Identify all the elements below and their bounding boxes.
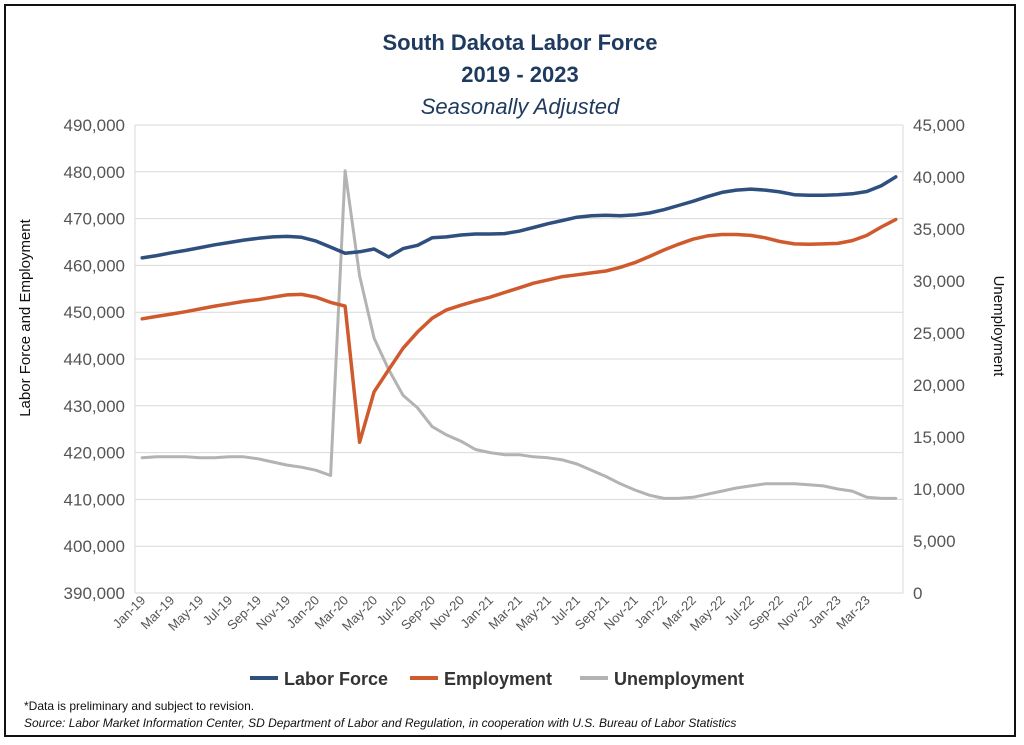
right-tick-label: 5,000 [913,532,956,551]
legend: Labor Force Employment Unemployment [250,669,744,689]
x-axis-ticks: Jan-19Mar-19May-19Jul-19Sep-19Nov-19Jan-… [110,593,873,634]
right-tick-label: 15,000 [913,428,965,447]
right-tick-label: 25,000 [913,324,965,343]
right-tick-label: 20,000 [913,376,965,395]
left-tick-label: 450,000 [64,303,125,322]
left-axis-label: Labor Force and Employment [17,218,34,416]
left-tick-label: 430,000 [64,397,125,416]
left-tick-label: 410,000 [64,490,125,509]
right-axis-ticks: 0 5,000 10,000 15,000 20,000 25,000 30,000 35,0… [913,116,965,603]
right-axis-label: Unemployment [990,276,1007,378]
gridlines [134,124,904,594]
left-tick-label: 460,000 [64,256,125,275]
right-tick-label: 30,000 [913,272,965,291]
left-tick-label: 390,000 [64,584,125,603]
legend-label-employment: Employment [444,669,552,689]
right-tick-label: 10,000 [913,480,965,499]
chart-title-years: 2019 - 2023 [461,62,578,87]
footnote: *Data is preliminary and subject to revi… [24,699,254,713]
left-tick-label: 420,000 [64,444,125,463]
left-tick-label: 470,000 [64,210,125,229]
left-tick-label: 440,000 [64,350,125,369]
legend-label-unemployment: Unemployment [614,669,744,689]
series-lines [140,169,898,500]
legend-label-labor-force: Labor Force [284,669,388,689]
left-tick-label: 490,000 [64,116,125,135]
right-tick-label: 0 [913,584,922,603]
right-tick-label: 35,000 [913,220,965,239]
source-note: Source: Labor Market Information Center,… [24,716,736,730]
series-line-labor-force [140,175,898,260]
left-axis-ticks: 390,000 400,000 410,000 420,000 430,000 440,0… [64,116,125,603]
series-line-unemployment [140,169,898,500]
right-tick-label: 45,000 [913,116,965,135]
chart-title: South Dakota Labor Force [382,30,657,55]
chart-frame [4,4,1016,737]
left-tick-label: 480,000 [64,163,125,182]
right-tick-label: 40,000 [913,168,965,187]
chart-subtitle: Seasonally Adjusted [421,94,620,119]
left-tick-label: 400,000 [64,537,125,556]
series-line-employment [140,217,898,445]
